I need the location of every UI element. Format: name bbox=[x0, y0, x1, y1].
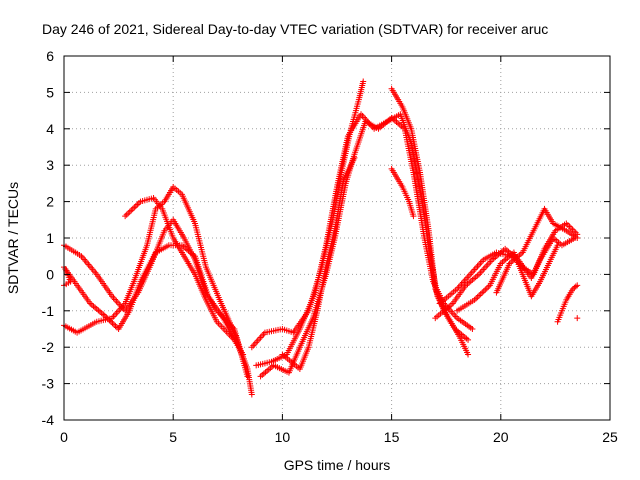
y-tick-label: 4 bbox=[46, 121, 54, 137]
data-point bbox=[480, 288, 487, 295]
data-point bbox=[126, 208, 133, 215]
series-track-12 bbox=[432, 235, 579, 322]
data-point bbox=[554, 242, 561, 249]
y-axis-label: SDTVAR / TECUs bbox=[5, 182, 21, 294]
data-point bbox=[132, 202, 139, 209]
data-point bbox=[574, 315, 581, 322]
data-point bbox=[351, 154, 358, 161]
data-point bbox=[482, 286, 489, 293]
data-point bbox=[564, 222, 571, 228]
series-track-13 bbox=[454, 242, 561, 314]
data-point bbox=[109, 320, 116, 327]
y-axis-ticks: -4 -3 -2 -1 0 1 2 3 4 5 6 bbox=[42, 48, 610, 428]
data-point bbox=[469, 326, 476, 332]
data-point bbox=[410, 213, 417, 220]
x-tick-label: 10 bbox=[275, 429, 291, 445]
data-point bbox=[128, 207, 135, 214]
x-axis-label: GPS time / hours bbox=[284, 457, 391, 473]
series-track-14 bbox=[493, 205, 581, 296]
x-tick-label: 20 bbox=[493, 429, 509, 445]
data-point bbox=[574, 235, 581, 241]
data-points bbox=[61, 78, 581, 398]
series-track-2 bbox=[61, 184, 255, 398]
data-point bbox=[134, 201, 141, 208]
data-point bbox=[244, 373, 251, 380]
y-tick-label: 5 bbox=[46, 84, 54, 100]
series-track-8 bbox=[279, 154, 358, 373]
chart-title: Day 246 of 2021, Sidereal Day-to-day VTE… bbox=[42, 21, 548, 37]
y-tick-label: 2 bbox=[46, 194, 54, 210]
y-tick-label: 1 bbox=[46, 230, 54, 246]
data-point bbox=[101, 312, 108, 319]
data-point bbox=[112, 323, 119, 330]
data-point bbox=[483, 285, 490, 292]
y-tick-label: -3 bbox=[42, 376, 55, 392]
data-point bbox=[244, 366, 251, 373]
data-point bbox=[240, 351, 247, 358]
data-point bbox=[574, 282, 581, 289]
data-point bbox=[572, 283, 579, 290]
y-tick-label: -1 bbox=[42, 303, 55, 319]
series-track-4 bbox=[122, 194, 247, 358]
data-point bbox=[476, 292, 483, 299]
data-point bbox=[131, 204, 138, 211]
data-point bbox=[125, 210, 132, 217]
data-point bbox=[477, 291, 484, 298]
y-tick-label: -2 bbox=[42, 339, 55, 355]
x-tick-label: 0 bbox=[60, 429, 68, 445]
data-point bbox=[122, 213, 129, 220]
data-point bbox=[465, 351, 472, 358]
data-point bbox=[111, 321, 118, 328]
x-tick-label: 5 bbox=[169, 429, 177, 445]
y-tick-label: -4 bbox=[42, 412, 55, 428]
series-track-15 bbox=[554, 282, 581, 325]
x-axis-ticks: 0 5 10 15 20 25 bbox=[60, 56, 618, 445]
data-point bbox=[473, 295, 480, 302]
y-tick-label: 3 bbox=[46, 157, 54, 173]
data-point bbox=[360, 78, 367, 85]
data-point bbox=[129, 205, 136, 212]
x-tick-label: 15 bbox=[384, 429, 400, 445]
series-track-10 bbox=[388, 165, 417, 220]
data-point bbox=[465, 336, 472, 343]
data-point bbox=[123, 211, 130, 218]
y-tick-label: 6 bbox=[46, 48, 54, 64]
x-tick-label: 25 bbox=[602, 429, 618, 445]
series-track-1 bbox=[61, 216, 251, 380]
y-tick-label: 0 bbox=[46, 266, 54, 282]
data-point bbox=[479, 289, 486, 296]
data-point bbox=[474, 293, 481, 300]
series-track-16 bbox=[574, 315, 581, 322]
data-point bbox=[248, 391, 255, 398]
series-track-7 bbox=[257, 114, 476, 380]
